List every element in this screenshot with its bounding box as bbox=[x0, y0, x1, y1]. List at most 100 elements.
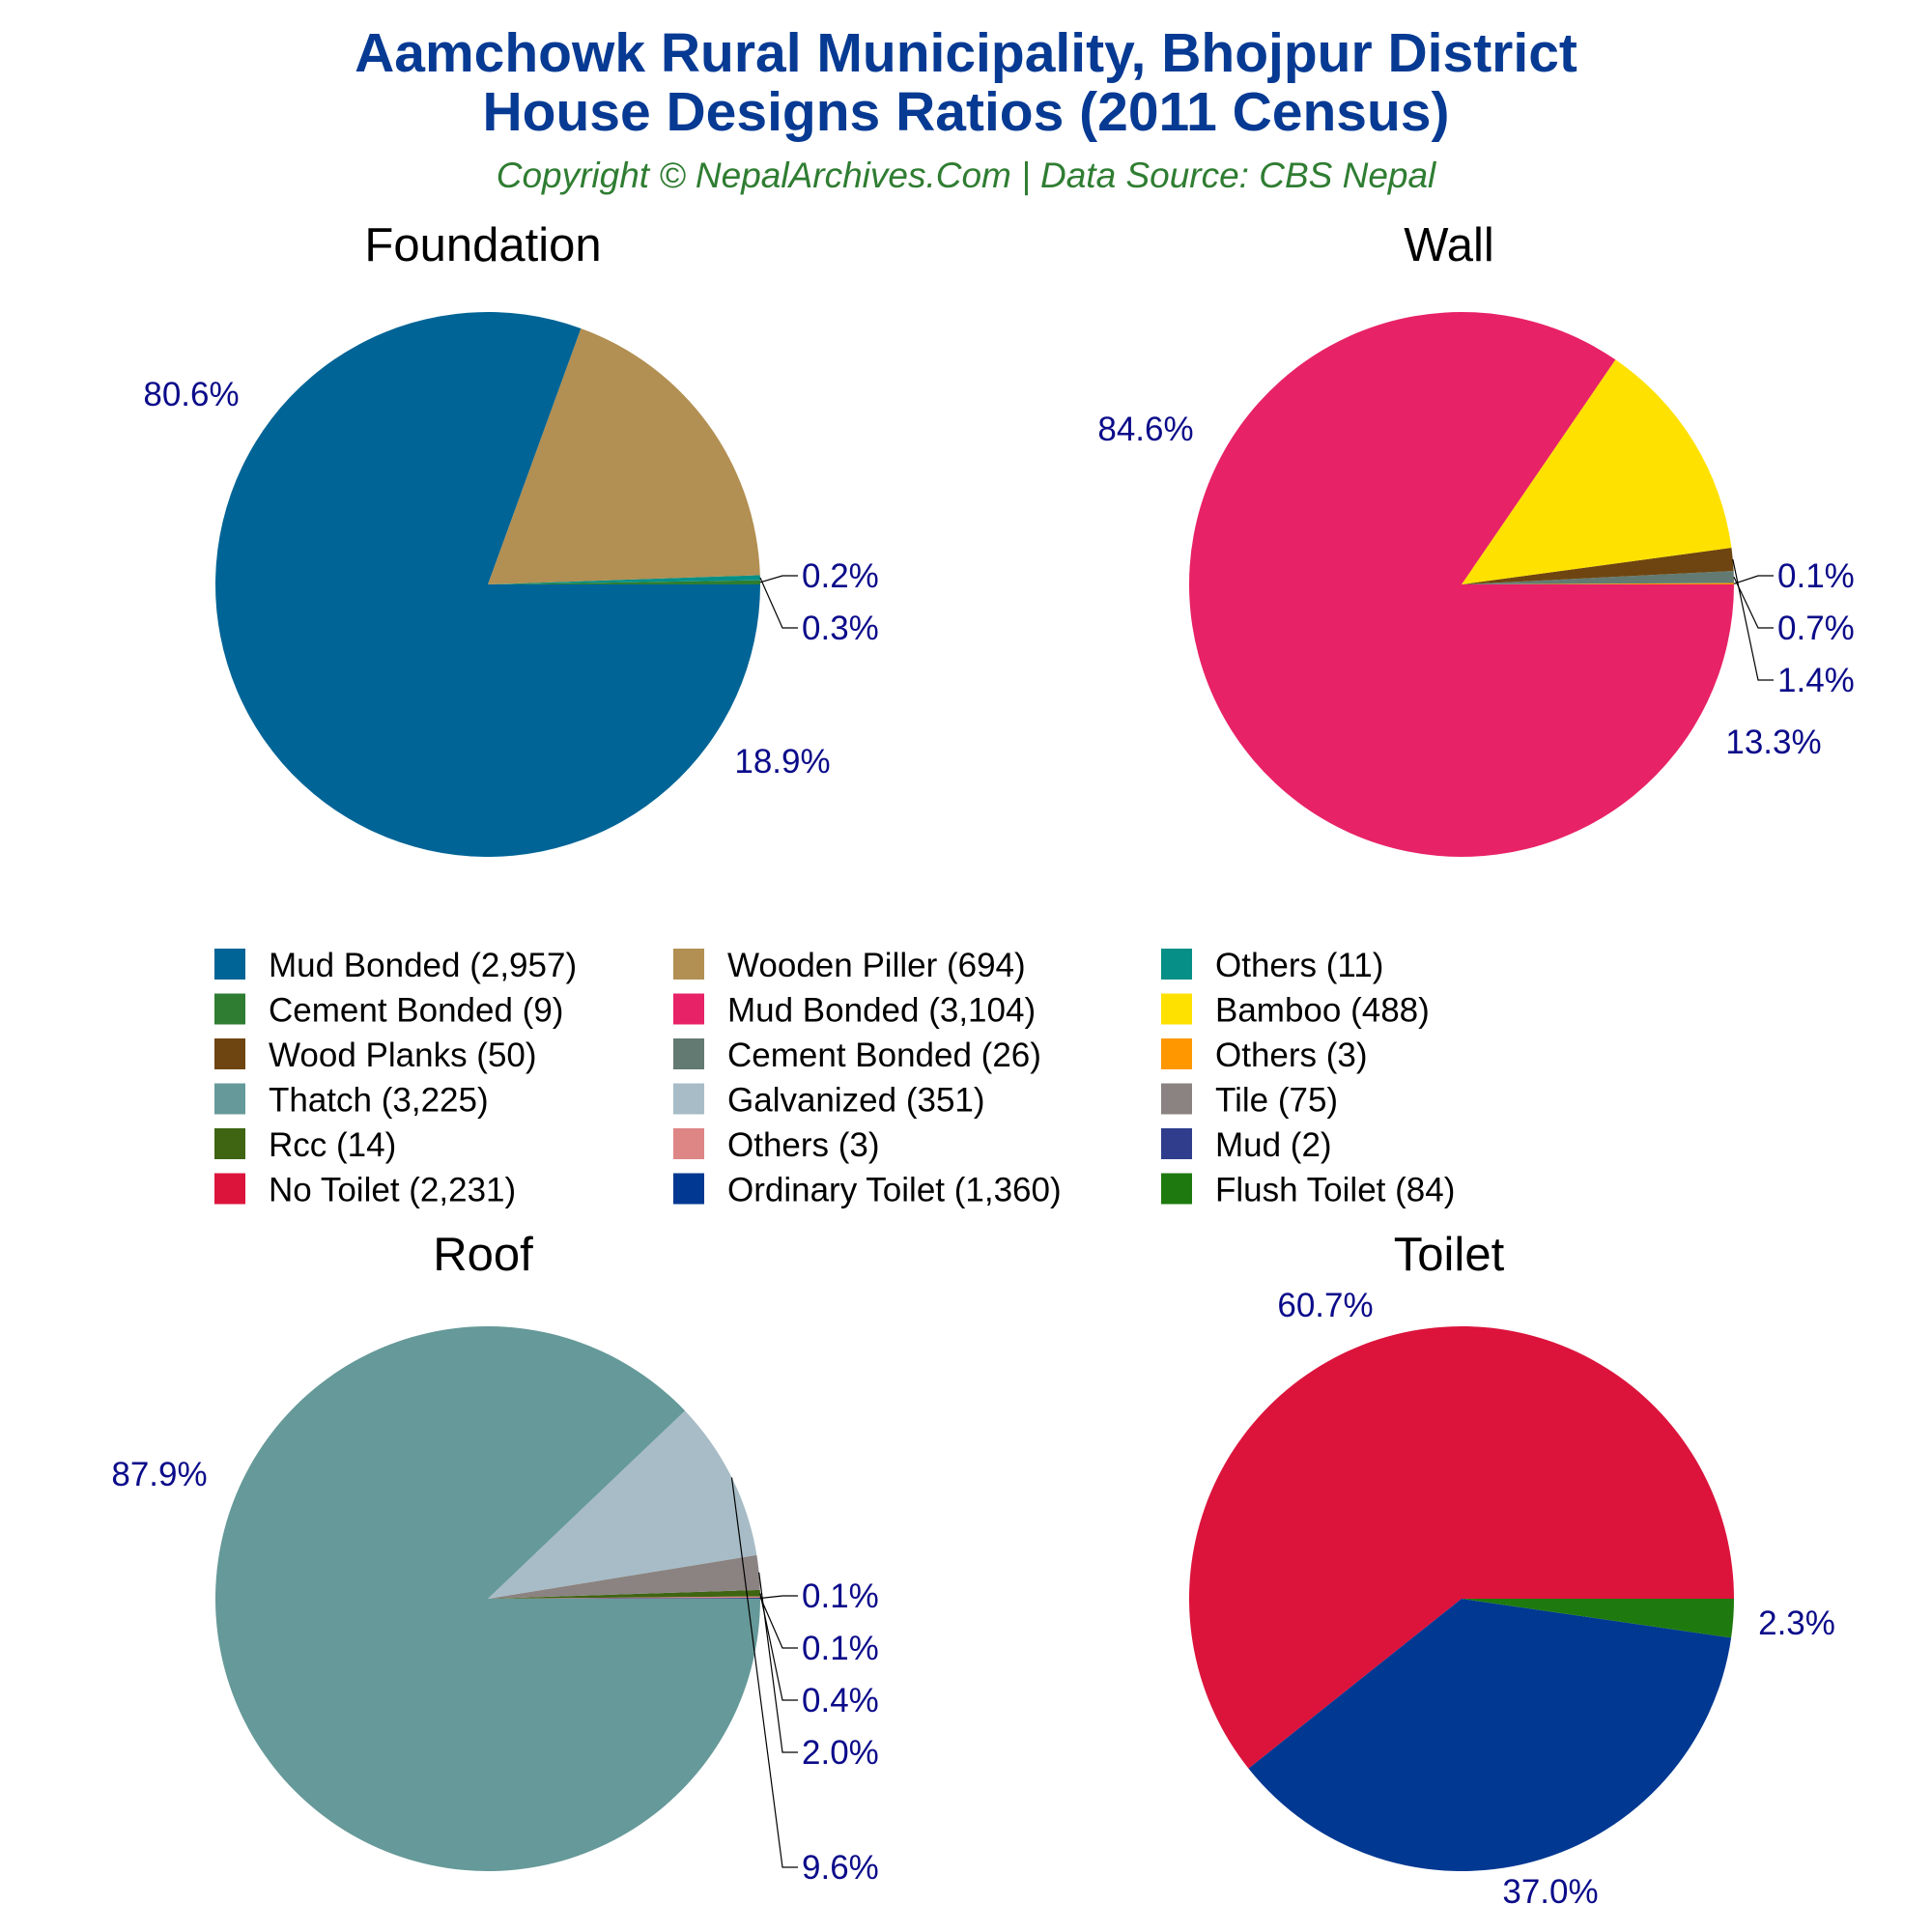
pie-foundation: 80.6% 18.9% 0.3% 0.2% bbox=[143, 311, 879, 857]
legend-swatch bbox=[673, 1173, 704, 1205]
leader-line-roof-mud bbox=[759, 1595, 798, 1600]
pie-slice-foundation-wooden-piller bbox=[488, 327, 760, 584]
leader-line-wall-others bbox=[1733, 575, 1774, 584]
pct-label-foundation-others: 0.3% bbox=[802, 610, 879, 647]
pie-title-roof: Roof bbox=[433, 1229, 533, 1281]
chart-title-line-1: Aamchowk Rural Municipality, Bhojpur Dis… bbox=[355, 22, 1577, 84]
legend-label: Mud Bonded (2,957) bbox=[269, 947, 577, 984]
pie-slice-foundation-others bbox=[488, 575, 760, 584]
legend-swatch bbox=[214, 1173, 245, 1205]
legend-item: Mud (2) bbox=[1161, 1126, 1332, 1164]
pct-label-roof-thatch: 87.9% bbox=[111, 1456, 207, 1493]
legend-item: Mud Bonded (3,104) bbox=[673, 992, 1036, 1030]
legend-swatch bbox=[1161, 993, 1192, 1025]
legend-swatch bbox=[1161, 1083, 1192, 1115]
pct-label-roof-galvanized: 9.6% bbox=[802, 1849, 879, 1887]
pie-slice-wall-wood-planks bbox=[1462, 547, 1734, 584]
leader-line-roof-others bbox=[759, 1597, 798, 1649]
legend-swatch bbox=[673, 1038, 704, 1069]
legend-label: Cement Bonded (26) bbox=[727, 1037, 1041, 1074]
pct-label-foundation-wooden-piller: 18.9% bbox=[734, 743, 830, 781]
pct-label-toilet-ordinary-toilet: 37.0% bbox=[1502, 1873, 1598, 1911]
pie-slice-toilet-no-toilet bbox=[1189, 1325, 1735, 1769]
pie-slice-toilet-flush-toilet bbox=[1462, 1599, 1734, 1638]
legend-label: Others (3) bbox=[727, 1126, 880, 1164]
legend-item: Flush Toilet (84) bbox=[1161, 1172, 1455, 1209]
pie-wall: 84.6% 13.3% 1.4% 0.7% 0.1% bbox=[1097, 311, 1855, 857]
pct-label-wall-bamboo: 13.3% bbox=[1725, 724, 1821, 761]
legend-label: Flush Toilet (84) bbox=[1215, 1172, 1455, 1209]
legend-item: Others (3) bbox=[1161, 1037, 1368, 1074]
pct-label-wall-mud-bonded: 84.6% bbox=[1097, 411, 1193, 448]
legend-item: Bamboo (488) bbox=[1161, 992, 1430, 1030]
pie-slice-roof-others bbox=[488, 1596, 760, 1599]
pct-label-roof-mud: 0.1% bbox=[802, 1577, 879, 1615]
pie-slice-roof-mud bbox=[488, 1598, 761, 1599]
legend-item: Wood Planks (50) bbox=[214, 1037, 537, 1074]
legend-item: Others (11) bbox=[1161, 947, 1383, 984]
legend-swatch bbox=[673, 1128, 704, 1159]
pie-title-wall: Wall bbox=[1404, 219, 1493, 271]
leader-line-foundation-others bbox=[759, 577, 798, 629]
pct-label-toilet-no-toilet: 60.7% bbox=[1277, 1287, 1373, 1324]
chart-title-line-2: House Designs Ratios (2011 Census) bbox=[482, 81, 1449, 143]
legend-label: Wooden Piller (694) bbox=[727, 947, 1026, 984]
legend-swatch bbox=[1161, 1038, 1192, 1069]
legend-label: Ordinary Toilet (1,360) bbox=[727, 1172, 1062, 1209]
legend-item: Ordinary Toilet (1,360) bbox=[673, 1172, 1062, 1209]
pct-label-wall-wood-planks: 1.4% bbox=[1777, 662, 1855, 699]
pie-toilet: 60.7% 37.0% 2.3% bbox=[1189, 1287, 1835, 1911]
legend-swatch bbox=[214, 1083, 245, 1115]
pie-slice-roof-rcc bbox=[488, 1589, 760, 1599]
legend: Mud Bonded (2,957) Wooden Piller (694) Oth… bbox=[214, 947, 1455, 1209]
legend-item: Cement Bonded (26) bbox=[673, 1037, 1041, 1074]
pct-label-wall-others: 0.1% bbox=[1777, 557, 1855, 595]
legend-item: Others (3) bbox=[673, 1126, 880, 1164]
leader-line-roof-tile bbox=[758, 1572, 798, 1753]
pct-label-wall-cement-bonded: 0.7% bbox=[1777, 610, 1855, 647]
leader-line-wall-wood-planks bbox=[1732, 558, 1774, 681]
leader-line-roof-galvanized bbox=[730, 1477, 798, 1868]
legend-label: Mud (2) bbox=[1215, 1126, 1332, 1164]
pct-label-roof-rcc: 0.4% bbox=[802, 1682, 879, 1719]
legend-item: Wooden Piller (694) bbox=[673, 947, 1026, 984]
legend-swatch bbox=[673, 1083, 704, 1115]
chart-subtitle: Copyright © NepalArchives.Com | Data Sou… bbox=[497, 156, 1437, 195]
legend-label: Bamboo (488) bbox=[1215, 992, 1430, 1030]
pie-title-toilet: Toilet bbox=[1394, 1229, 1505, 1281]
legend-label: Cement Bonded (9) bbox=[269, 992, 563, 1030]
legend-swatch bbox=[1161, 949, 1192, 980]
legend-label: Galvanized (351) bbox=[727, 1082, 985, 1120]
legend-label: Mud Bonded (3,104) bbox=[727, 992, 1036, 1030]
pie-slice-foundation-mud-bonded bbox=[214, 311, 760, 857]
pie-title-foundation: Foundation bbox=[364, 219, 601, 271]
legend-label: Rcc (14) bbox=[269, 1126, 396, 1164]
pie-slice-roof-tile bbox=[488, 1554, 760, 1599]
legend-swatch bbox=[1161, 1128, 1192, 1159]
pct-label-foundation-cement-bonded: 0.2% bbox=[802, 557, 879, 595]
pie-slice-wall-mud-bonded bbox=[1189, 311, 1734, 857]
pct-label-roof-others: 0.1% bbox=[802, 1630, 879, 1667]
pie-slice-toilet-ordinary-toilet bbox=[1248, 1599, 1732, 1872]
legend-label: No Toilet (2,231) bbox=[269, 1172, 516, 1209]
legend-swatch bbox=[214, 949, 245, 980]
legend-swatch bbox=[214, 993, 245, 1025]
legend-item: Tile (75) bbox=[1161, 1082, 1338, 1120]
leader-line-wall-cement-bonded bbox=[1733, 577, 1774, 629]
pie-slice-wall-bamboo bbox=[1462, 359, 1732, 584]
pct-label-roof-tile: 2.0% bbox=[802, 1734, 879, 1772]
legend-swatch bbox=[673, 949, 704, 980]
legend-swatch bbox=[1161, 1173, 1192, 1205]
legend-item: Thatch (3,225) bbox=[214, 1082, 489, 1120]
legend-item: Rcc (14) bbox=[214, 1126, 396, 1164]
pie-slice-foundation-cement-bonded bbox=[488, 580, 761, 584]
pie-slice-roof-thatch bbox=[214, 1325, 760, 1871]
pie-slice-roof-galvanized bbox=[488, 1410, 757, 1599]
legend-label: Thatch (3,225) bbox=[269, 1082, 489, 1120]
legend-label: Others (3) bbox=[1215, 1037, 1368, 1074]
legend-label: Others (11) bbox=[1215, 947, 1383, 984]
pct-label-foundation-mud-bonded: 80.6% bbox=[143, 376, 239, 413]
leader-line-roof-rcc bbox=[759, 1593, 798, 1701]
legend-swatch bbox=[673, 993, 704, 1025]
legend-label: Tile (75) bbox=[1215, 1082, 1338, 1120]
